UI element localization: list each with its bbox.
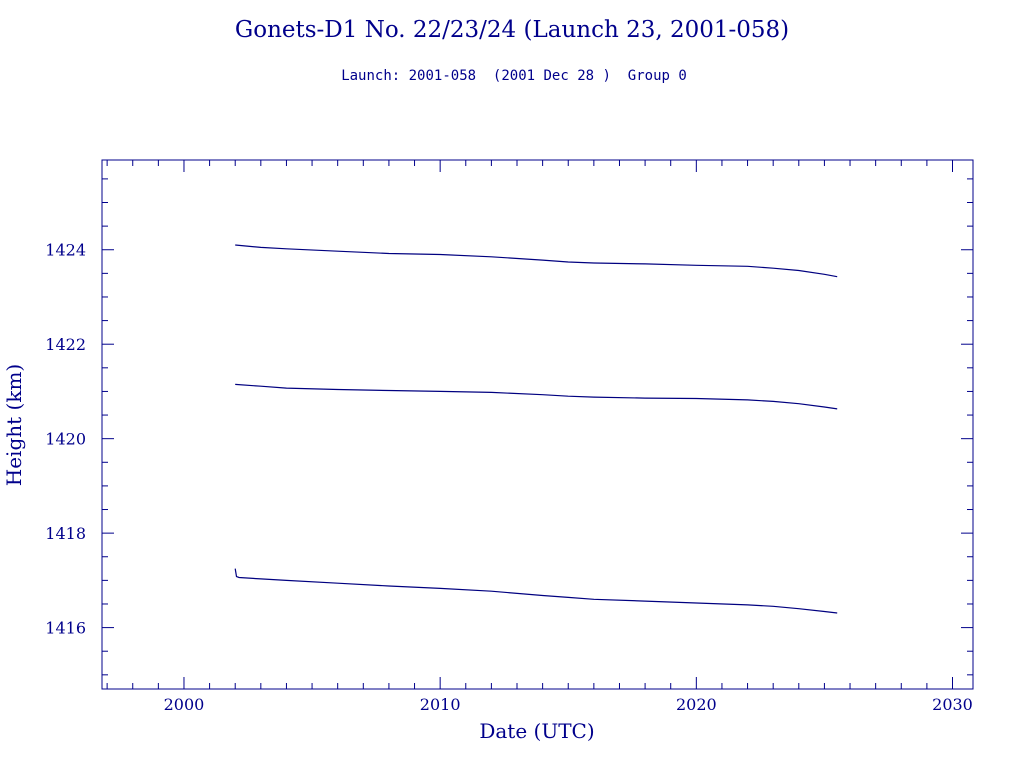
x-tick-label: 2030	[932, 695, 973, 714]
y-axis-tick-labels: 1416 1418 1420 1422 1424	[45, 241, 86, 638]
series-line-2	[235, 383, 838, 410]
x-axis-tick-labels: 2000 2010 2020 2030	[164, 695, 973, 714]
chart-title: Gonets-D1 No. 22/23/24 (Launch 23, 2001-…	[235, 17, 789, 43]
series-line-3	[234, 568, 838, 614]
y-tick-label: 1418	[45, 524, 86, 543]
x-tick-label: 2010	[420, 695, 461, 714]
y-tick-label: 1422	[45, 335, 86, 354]
x-axis-ticks	[106, 160, 954, 689]
plot-frame	[101, 159, 974, 690]
x-tick-label: 2020	[676, 695, 717, 714]
y-axis-label: Height (km)	[2, 364, 26, 486]
x-axis-label: Date (UTC)	[479, 719, 594, 743]
y-tick-label: 1424	[45, 241, 86, 260]
series-line-1	[235, 244, 838, 278]
y-axis-ticks	[102, 178, 973, 676]
x-tick-label: 2000	[164, 695, 205, 714]
y-tick-label: 1420	[45, 430, 86, 449]
series-layer	[234, 244, 838, 614]
y-tick-label: 1416	[45, 619, 86, 638]
chart-subtitle: Launch: 2001-058 (2001 Dec 28 ) Group 0	[341, 68, 687, 84]
